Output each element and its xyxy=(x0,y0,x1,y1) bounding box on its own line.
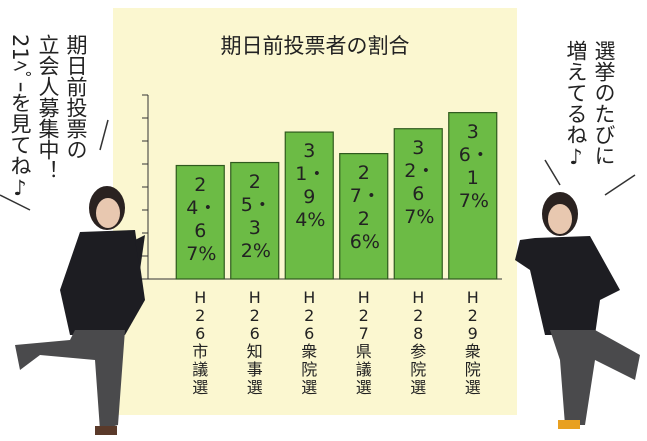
value-label: 24・67% xyxy=(186,174,214,266)
speech-text: 21ﾍﾟｰを見てね♪ xyxy=(6,34,34,200)
value-label: 25・32% xyxy=(241,171,269,263)
chart-title: 期日前投票者の割合 xyxy=(221,34,410,58)
x-tick-label: H26衆院選 xyxy=(299,289,319,397)
value-label: 32・67% xyxy=(404,137,432,229)
x-tick-label: H27県議選 xyxy=(354,289,374,397)
speech-text: 期日前投票の xyxy=(62,34,90,160)
x-tick-label: H29衆院選 xyxy=(463,289,483,397)
x-tick-label: H28参院選 xyxy=(408,289,428,397)
speech-text: 立会人募集中！ xyxy=(34,34,62,181)
value-label: 27・26% xyxy=(350,162,378,254)
value-label: 36・17% xyxy=(459,121,487,213)
page: 期日前投票者の割合 期日前投票の 立会人募集中！ 21ﾍﾟｰを見てね♪ 選挙のた… xyxy=(0,0,647,441)
person-right xyxy=(515,192,640,429)
speech-text: 増えてるね♪ xyxy=(562,40,590,169)
value-label: 31・94% xyxy=(295,140,323,232)
x-tick-label: H26知事選 xyxy=(245,289,265,397)
speech-text: 選挙のたびに xyxy=(590,40,618,166)
x-tick-label: H26市議選 xyxy=(190,289,210,397)
